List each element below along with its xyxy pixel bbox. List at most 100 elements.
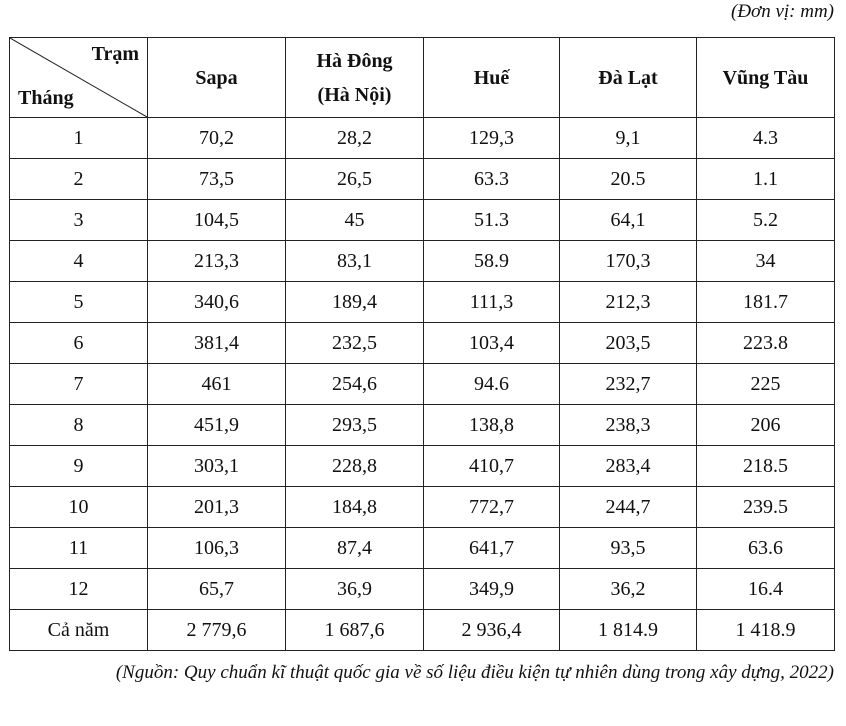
station-header-da-lat: Đà Lạt <box>559 37 697 118</box>
rainfall-value-cell: 381,4 <box>147 322 286 364</box>
table-row: 9 303,1 228,8 410,7 283,4 218.5 <box>9 445 835 487</box>
rainfall-value-cell: 16.4 <box>696 568 835 610</box>
rainfall-value-cell: 103,4 <box>423 322 560 364</box>
rainfall-value-cell: 451,9 <box>147 404 286 446</box>
rainfall-value-cell: 83,1 <box>285 240 424 282</box>
station-header-hue: Huế <box>423 37 560 118</box>
table-row: 7 461 254,6 94.6 232,7 225 <box>9 363 835 405</box>
rainfall-value-cell: 36,2 <box>559 568 697 610</box>
rainfall-value-cell: 129,3 <box>423 117 560 159</box>
table-row: 10 201,3 184,8 772,7 244,7 239.5 <box>9 486 835 528</box>
rainfall-value-cell: 104,5 <box>147 199 286 241</box>
month-label-cell: 5 <box>9 281 148 323</box>
rainfall-value-cell: 349,9 <box>423 568 560 610</box>
corner-month-label: Tháng <box>18 87 74 109</box>
rainfall-value-cell: 189,4 <box>285 281 424 323</box>
rainfall-value-cell: 106,3 <box>147 527 286 569</box>
rainfall-value-cell: 223.8 <box>696 322 835 364</box>
rainfall-value-cell: 303,1 <box>147 445 286 487</box>
rainfall-value-cell: 239.5 <box>696 486 835 528</box>
table-row: 1 70,2 28,2 129,3 9,1 4.3 <box>9 117 835 159</box>
rainfall-value-cell: 26,5 <box>285 158 424 200</box>
table-row: 5 340,6 189,4 111,3 212,3 181.7 <box>9 281 835 323</box>
month-label-cell: 6 <box>9 322 148 364</box>
rainfall-value-cell: 93,5 <box>559 527 697 569</box>
rainfall-value-cell: 63.6 <box>696 527 835 569</box>
rainfall-value-cell: 238,3 <box>559 404 697 446</box>
rainfall-value-cell: 28,2 <box>285 117 424 159</box>
table-row: 6 381,4 232,5 103,4 203,5 223.8 <box>9 322 835 364</box>
corner-header-cell: Trạm Tháng <box>9 37 148 118</box>
month-label-cell: 12 <box>9 568 148 610</box>
rainfall-value-cell: 87,4 <box>285 527 424 569</box>
month-label-cell: 8 <box>9 404 148 446</box>
rainfall-value-cell: 203,5 <box>559 322 697 364</box>
rainfall-value-cell: 410,7 <box>423 445 560 487</box>
rainfall-table: Trạm Tháng Sapa Hà Đông (Hà Nội) Huế Đà … <box>9 37 835 651</box>
rainfall-value-cell: 772,7 <box>423 486 560 528</box>
month-label-cell: 10 <box>9 486 148 528</box>
rainfall-value-cell: 213,3 <box>147 240 286 282</box>
rainfall-value-cell: 9,1 <box>559 117 697 159</box>
rainfall-value-cell: 244,7 <box>559 486 697 528</box>
rainfall-value-cell: 283,4 <box>559 445 697 487</box>
rainfall-value-cell: 2 936,4 <box>423 609 560 651</box>
rainfall-value-cell: 5.2 <box>696 199 835 241</box>
table-body: 1 70,2 28,2 129,3 9,1 4.3 2 73,5 26,5 63.3 20.5 1.1… <box>9 117 835 651</box>
rainfall-value-cell: 232,5 <box>285 322 424 364</box>
table-row: 12 65,7 36,9 349,9 36,2 16.4 <box>9 568 835 610</box>
rainfall-value-cell: 340,6 <box>147 281 286 323</box>
month-label-cell: 3 <box>9 199 148 241</box>
rainfall-value-cell: 1 418.9 <box>696 609 835 651</box>
rainfall-value-cell: 641,7 <box>423 527 560 569</box>
station-header-vung-tau: Vũng Tàu <box>696 37 835 118</box>
month-label-cell: 4 <box>9 240 148 282</box>
header-row: Trạm Tháng Sapa Hà Đông (Hà Nội) Huế Đà … <box>9 37 835 118</box>
rainfall-value-cell: 20.5 <box>559 158 697 200</box>
rainfall-value-cell: 232,7 <box>559 363 697 405</box>
unit-note: (Đơn vị: mm) <box>731 1 834 22</box>
rainfall-value-cell: 64,1 <box>559 199 697 241</box>
rainfall-value-cell: 201,3 <box>147 486 286 528</box>
rainfall-value-cell: 73,5 <box>147 158 286 200</box>
rainfall-value-cell: 94.6 <box>423 363 560 405</box>
table-row: 8 451,9 293,5 138,8 238,3 206 <box>9 404 835 446</box>
rainfall-value-cell: 63.3 <box>423 158 560 200</box>
table-row: 4 213,3 83,1 58.9 170,3 34 <box>9 240 835 282</box>
station-name: Đà Lạt <box>598 66 658 89</box>
rainfall-value-cell: 461 <box>147 363 286 405</box>
rainfall-value-cell: 225 <box>696 363 835 405</box>
rainfall-value-cell: 228,8 <box>285 445 424 487</box>
rainfall-value-cell: 206 <box>696 404 835 446</box>
month-label-cell: 2 <box>9 158 148 200</box>
rainfall-value-cell: 254,6 <box>285 363 424 405</box>
month-label-cell: 1 <box>9 117 148 159</box>
table-row: 11 106,3 87,4 641,7 93,5 63.6 <box>9 527 835 569</box>
station-name: Huế <box>473 66 510 89</box>
station-header-sapa: Sapa <box>147 37 286 118</box>
rainfall-value-cell: 45 <box>285 199 424 241</box>
source-note: (Nguồn: Quy chuẩn kĩ thuật quốc gia về s… <box>115 662 834 683</box>
rainfall-value-cell: 184,8 <box>285 486 424 528</box>
month-label-cell: 11 <box>9 527 148 569</box>
month-label-cell: Cả năm <box>9 609 148 651</box>
rainfall-value-cell: 34 <box>696 240 835 282</box>
rainfall-value-cell: 4.3 <box>696 117 835 159</box>
rainfall-value-cell: 170,3 <box>559 240 697 282</box>
rainfall-value-cell: 58.9 <box>423 240 560 282</box>
corner-station-label: Trạm <box>91 43 139 65</box>
rainfall-value-cell: 65,7 <box>147 568 286 610</box>
table-row: Cả năm 2 779,6 1 687,6 2 936,4 1 814.9 1 418.… <box>9 609 835 651</box>
station-header-ha-dong: Hà Đông (Hà Nội) <box>285 37 424 118</box>
station-name: Hà Đông <box>316 49 393 72</box>
rainfall-value-cell: 181.7 <box>696 281 835 323</box>
month-label-cell: 7 <box>9 363 148 405</box>
rainfall-value-cell: 2 779,6 <box>147 609 286 651</box>
station-subname: (Hà Nội) <box>317 83 392 106</box>
rainfall-value-cell: 1 814.9 <box>559 609 697 651</box>
diagonal-divider <box>10 38 147 117</box>
table-row: 2 73,5 26,5 63.3 20.5 1.1 <box>9 158 835 200</box>
rainfall-value-cell: 212,3 <box>559 281 697 323</box>
rainfall-value-cell: 51.3 <box>423 199 560 241</box>
rainfall-value-cell: 111,3 <box>423 281 560 323</box>
